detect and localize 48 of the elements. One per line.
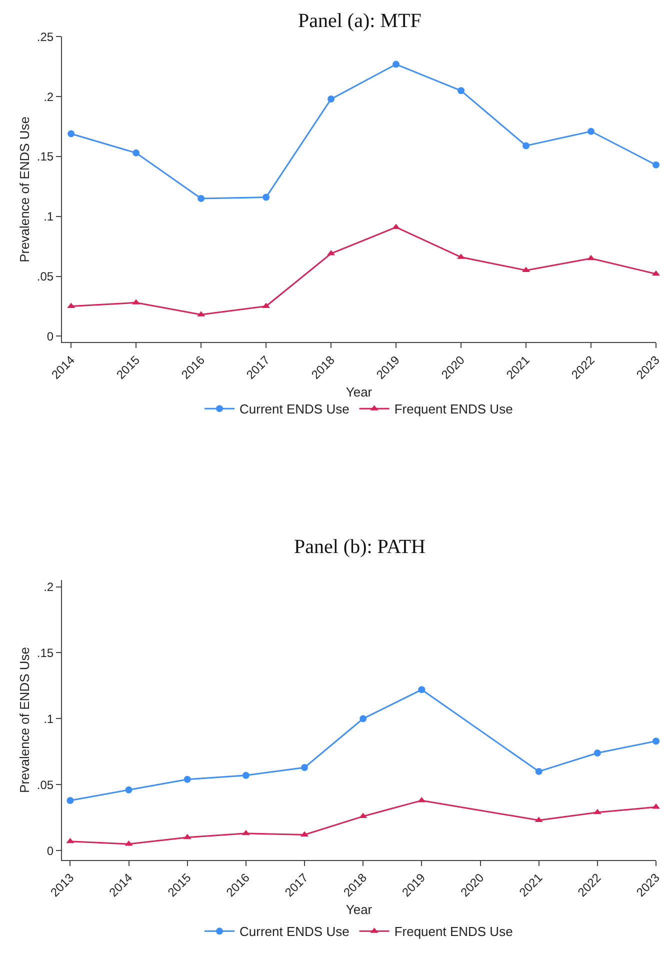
point bbox=[418, 686, 426, 694]
point bbox=[125, 786, 132, 794]
y-tick-label: .25 bbox=[36, 30, 54, 44]
point bbox=[262, 194, 270, 201]
chart-title: Panel (b): PATH bbox=[294, 536, 426, 558]
point bbox=[522, 142, 530, 150]
x-axis-title: Year bbox=[346, 384, 373, 400]
y-tick-label: 0 bbox=[46, 844, 54, 858]
y-tick-label: .15 bbox=[36, 646, 54, 660]
point bbox=[183, 834, 192, 840]
point bbox=[360, 715, 367, 722]
point bbox=[198, 194, 205, 202]
point bbox=[124, 840, 133, 846]
x-axis-title: Year bbox=[346, 902, 373, 918]
point bbox=[328, 96, 335, 103]
y-tick-label: .1 bbox=[44, 210, 54, 224]
point bbox=[392, 60, 400, 68]
point bbox=[652, 161, 660, 168]
y-tick-label: .05 bbox=[36, 270, 54, 284]
point bbox=[184, 776, 191, 783]
legend-label: Current ENDS Use bbox=[240, 924, 350, 940]
point bbox=[66, 796, 74, 804]
point bbox=[535, 768, 542, 775]
point bbox=[359, 812, 368, 818]
y-axis-title: Prevalence of ENDS Use bbox=[16, 116, 32, 262]
point bbox=[652, 738, 660, 745]
point bbox=[301, 764, 308, 771]
point bbox=[458, 87, 465, 94]
point bbox=[594, 749, 601, 756]
y-tick-label: .2 bbox=[44, 580, 54, 594]
y-tick-label: .05 bbox=[36, 778, 54, 792]
y-tick-label: .15 bbox=[36, 150, 54, 164]
point bbox=[593, 808, 602, 814]
point bbox=[418, 796, 426, 802]
point bbox=[132, 149, 140, 156]
point bbox=[242, 772, 250, 779]
legend-label: Frequent ENDS Use bbox=[394, 402, 513, 417]
point bbox=[66, 838, 74, 844]
legend-label: Current ENDS Use bbox=[240, 402, 350, 417]
y-tick-label: .2 bbox=[44, 90, 54, 104]
point bbox=[588, 128, 595, 135]
point bbox=[68, 130, 75, 138]
y-tick-label: .1 bbox=[44, 712, 54, 726]
chart-title: Panel (a): MTF bbox=[298, 10, 422, 32]
y-axis-title: Prevalence of ENDS Use bbox=[16, 647, 32, 793]
y-tick-label: 0 bbox=[46, 329, 54, 344]
legend-label: Frequent ENDS Use bbox=[394, 924, 513, 940]
point bbox=[242, 830, 250, 836]
